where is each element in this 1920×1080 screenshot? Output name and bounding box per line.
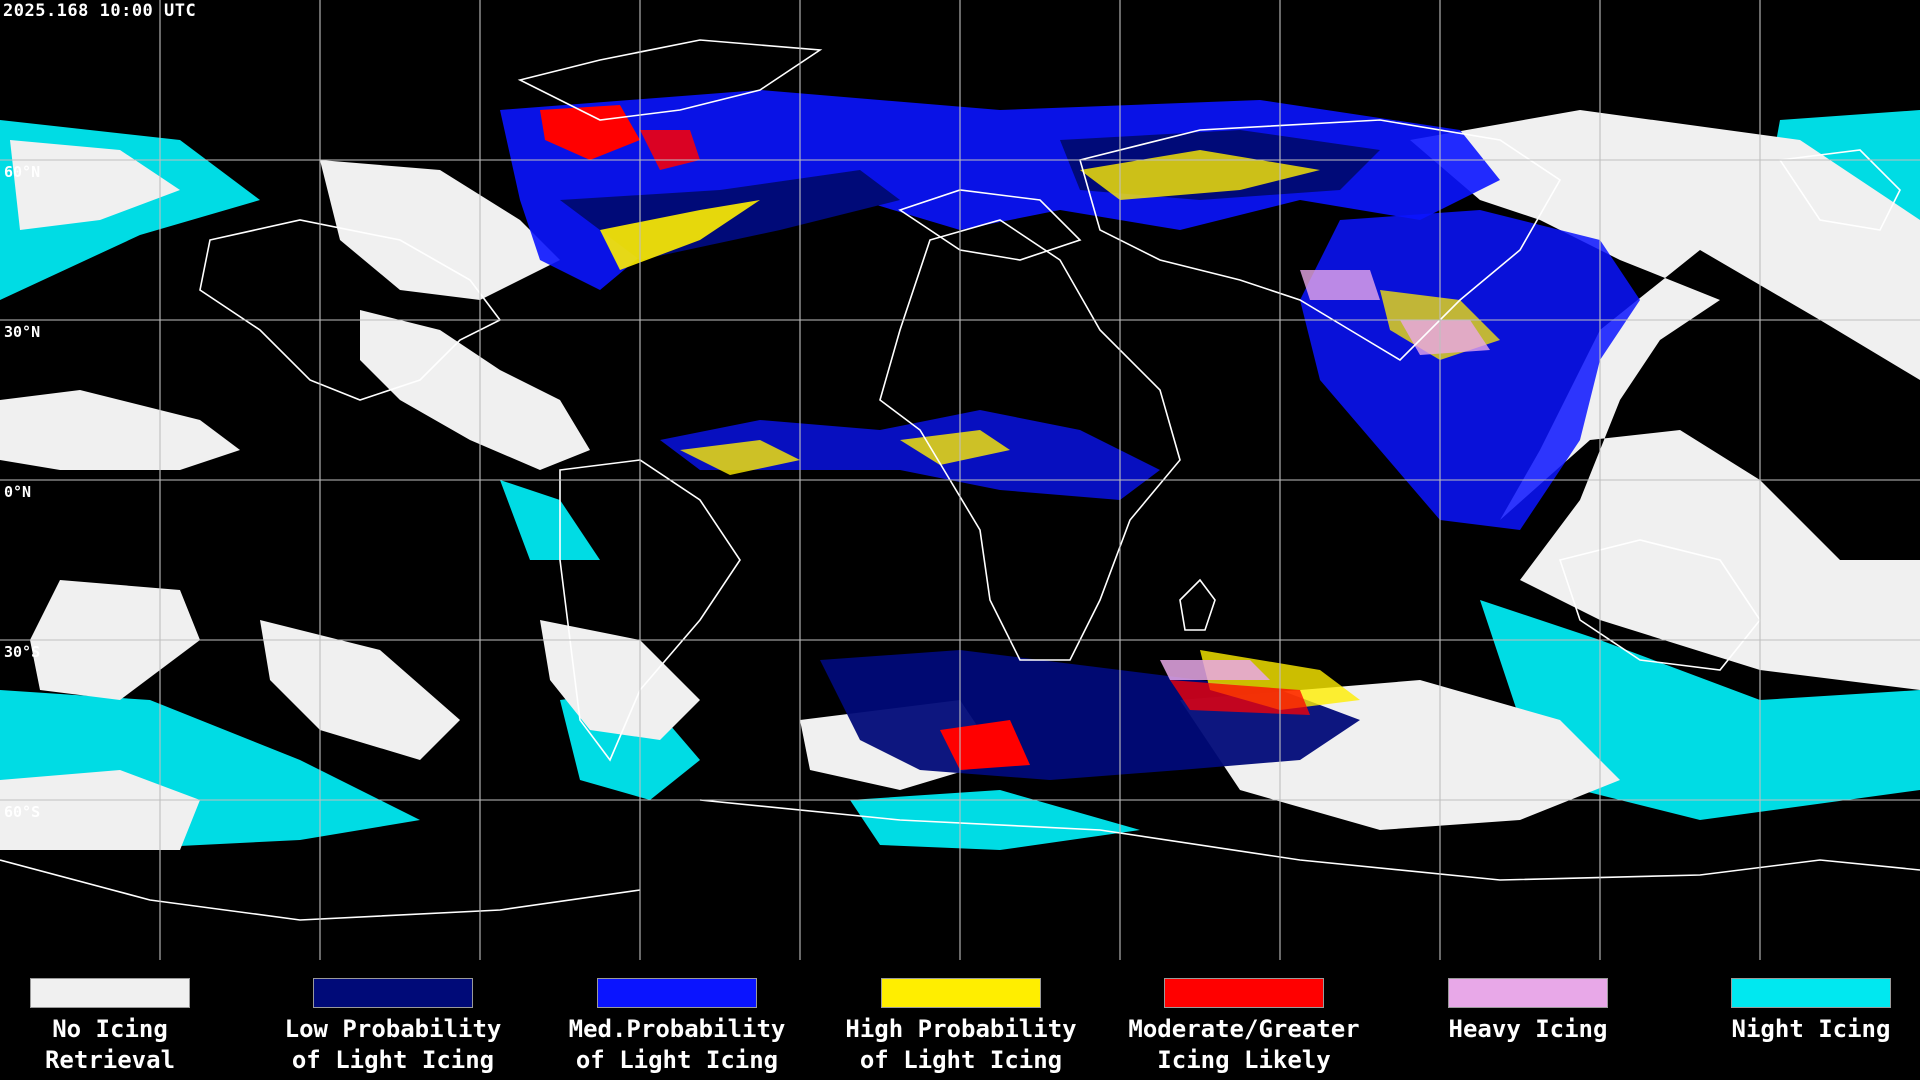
legend-label-moderate-line1: Moderate/Greater — [1128, 1015, 1360, 1043]
legend-item-no-icing: No Icing Retrieval — [0, 978, 235, 1076]
legend-swatch-heavy-icing — [1448, 978, 1608, 1008]
legend-swatch-no-icing — [30, 978, 190, 1008]
legend-label-night-line1: Night Icing — [1731, 1015, 1891, 1043]
legend-swatch-high-probability — [881, 978, 1041, 1008]
lat-label-30s: 30°S — [4, 643, 41, 661]
legend-label-low-line1: Low Probability — [284, 1015, 502, 1043]
lat-label-60n: 60°N — [4, 163, 41, 181]
legend-label-low-line2: of Light Icing — [291, 1046, 495, 1074]
legend-label-no-icing-line2: Retrieval — [44, 1046, 176, 1074]
observation-timestamp: 2025.168 10:00 UTC — [3, 1, 197, 21]
world-icing-map — [0, 0, 1920, 960]
lat-label-60s: 60°S — [4, 803, 41, 821]
legend-item-night-icing: Night Icing — [1686, 978, 1920, 1045]
legend-swatch-night-icing — [1731, 978, 1891, 1008]
legend-label-med-line1: Med.Probability — [568, 1015, 786, 1043]
legend-item-heavy-icing: Heavy Icing — [1403, 978, 1653, 1045]
legend-label-high-line2: of Light Icing — [859, 1046, 1063, 1074]
legend-swatch-moderate-greater — [1164, 978, 1324, 1008]
legend-label-med-line2: of Light Icing — [575, 1046, 779, 1074]
legend-label-moderate-line2: Icing Likely — [1157, 1046, 1331, 1074]
legend-label-no-icing-line1: No Icing — [52, 1015, 168, 1043]
legend-swatch-med-probability — [597, 978, 757, 1008]
legend-item-moderate-greater: Moderate/Greater Icing Likely — [1119, 978, 1369, 1076]
legend-label-heavy-line1: Heavy Icing — [1448, 1015, 1608, 1043]
graticule — [0, 0, 1920, 960]
legend-item-med-probability: Med.Probability of Light Icing — [552, 978, 802, 1076]
legend-swatch-low-probability — [313, 978, 473, 1008]
legend-item-low-probability: Low Probability of Light Icing — [268, 978, 518, 1076]
legend-label-high-line1: High Probability — [845, 1015, 1077, 1043]
legend-item-high-probability: High Probability of Light Icing — [836, 978, 1086, 1076]
coastlines — [0, 39, 1920, 921]
lat-label-30n: 30°N — [4, 323, 41, 341]
icing-legend: No Icing Retrieval Low Probability of Li… — [0, 960, 1920, 1080]
lat-label-0n: 0°N — [4, 483, 32, 501]
